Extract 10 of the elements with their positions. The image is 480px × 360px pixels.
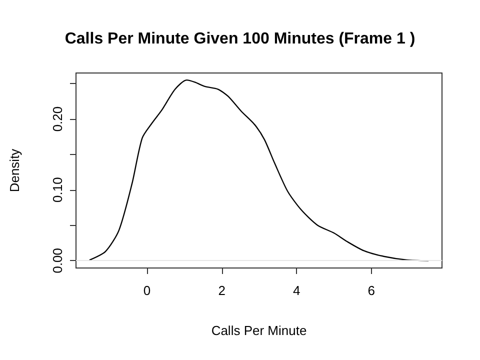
x-tick-label: 4 <box>292 283 300 298</box>
x-tick-label: 6 <box>368 283 375 298</box>
y-tick-label: 0.00 <box>50 248 65 274</box>
y-axis-title: Density <box>7 148 22 192</box>
x-tick-label: 0 <box>143 283 151 298</box>
chart-title: Calls Per Minute Given 100 Minutes (Frame 1 ) <box>64 30 416 48</box>
y-tick-label: 0.20 <box>50 106 65 132</box>
y-tick-label: 0.10 <box>50 177 65 202</box>
x-axis-title: Calls Per Minute <box>211 323 307 338</box>
x-tick-label: 2 <box>218 283 226 298</box>
